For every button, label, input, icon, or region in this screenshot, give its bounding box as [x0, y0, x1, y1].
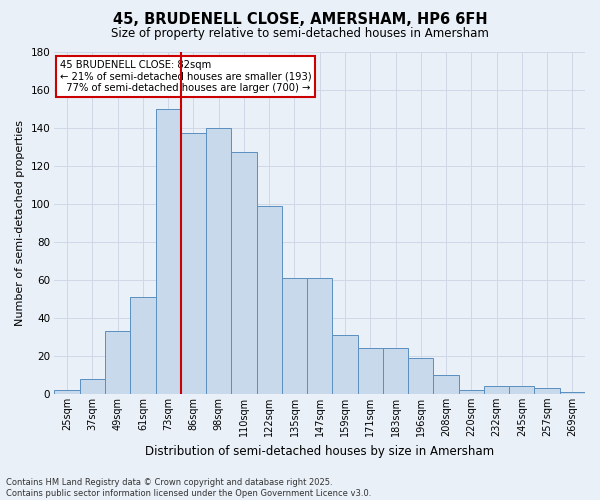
- X-axis label: Distribution of semi-detached houses by size in Amersham: Distribution of semi-detached houses by …: [145, 444, 494, 458]
- Bar: [130, 297, 155, 394]
- Bar: [257, 206, 282, 394]
- Y-axis label: Number of semi-detached properties: Number of semi-detached properties: [15, 120, 25, 326]
- Bar: [535, 388, 560, 394]
- Bar: [55, 390, 80, 394]
- Text: 45 BRUDENELL CLOSE: 82sqm
← 21% of semi-detached houses are smaller (193)
  77% : 45 BRUDENELL CLOSE: 82sqm ← 21% of semi-…: [60, 60, 311, 94]
- Text: Contains HM Land Registry data © Crown copyright and database right 2025.
Contai: Contains HM Land Registry data © Crown c…: [6, 478, 371, 498]
- Bar: [383, 348, 408, 394]
- Bar: [105, 331, 130, 394]
- Bar: [80, 378, 105, 394]
- Bar: [458, 390, 484, 394]
- Bar: [206, 128, 232, 394]
- Bar: [181, 134, 206, 394]
- Bar: [307, 278, 332, 394]
- Text: Size of property relative to semi-detached houses in Amersham: Size of property relative to semi-detach…: [111, 28, 489, 40]
- Bar: [232, 152, 257, 394]
- Bar: [282, 278, 307, 394]
- Bar: [358, 348, 383, 394]
- Text: 45, BRUDENELL CLOSE, AMERSHAM, HP6 6FH: 45, BRUDENELL CLOSE, AMERSHAM, HP6 6FH: [113, 12, 487, 28]
- Bar: [408, 358, 433, 394]
- Bar: [484, 386, 509, 394]
- Bar: [509, 386, 535, 394]
- Bar: [332, 335, 358, 394]
- Bar: [155, 108, 181, 394]
- Bar: [433, 375, 458, 394]
- Bar: [560, 392, 585, 394]
